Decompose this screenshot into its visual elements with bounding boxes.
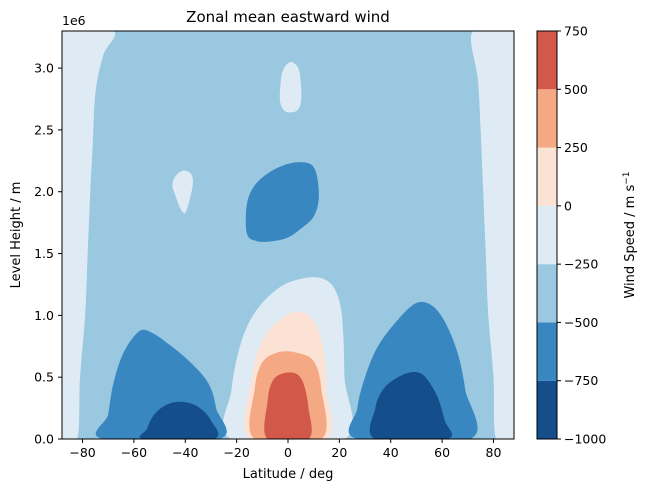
y-tick-label: 2.5	[34, 122, 54, 137]
y-tick-label: 0.0	[34, 432, 54, 447]
y-tick-label: 2.0	[34, 184, 54, 199]
x-tick-label: 60	[434, 445, 450, 460]
y-tick-label: 1.0	[34, 308, 54, 323]
colorbar-tick-label: 750	[564, 24, 588, 39]
colorbar-band	[537, 380, 557, 439]
colorbar: −1000 −750 −500 −250 0 250 500 750	[537, 24, 606, 447]
colorbar-label-superscript: −1	[622, 171, 632, 184]
colorbar-band	[537, 205, 557, 265]
colorbar-band	[537, 322, 557, 381]
contour-region-left-outer-band	[62, 31, 116, 439]
x-tick-label: 80	[486, 445, 502, 460]
contour-region-small-blob-left	[172, 170, 193, 214]
colorbar-band	[537, 89, 557, 148]
x-tick-label: 40	[383, 445, 399, 460]
x-axis: −80 −60 −40 −20 0 20 40 60 80	[69, 439, 501, 460]
y-tick-label: 1.5	[34, 246, 54, 261]
x-tick-label: 20	[331, 445, 347, 460]
contour-region-upper-blob	[245, 162, 319, 242]
contour-region-small-blob-top	[279, 61, 302, 113]
x-tick-label: 0	[284, 445, 292, 460]
colorbar-tick-label: −250	[564, 257, 598, 272]
colorbar-label-main: Wind Speed / m s	[623, 185, 638, 299]
colorbar-tick-label: −750	[564, 373, 598, 388]
colorbar-tick-label: −1000	[564, 432, 606, 447]
contour-region-equatorial-core-cell	[264, 372, 312, 439]
colorbar-label: Wind Speed / m s−1	[622, 171, 638, 298]
x-tick-label: −40	[172, 445, 198, 460]
colorbar-band	[537, 264, 557, 323]
colorbar-tick-label: 0	[564, 198, 572, 213]
x-tick-label: −20	[223, 445, 249, 460]
contour-region-southern-jet-core	[139, 401, 219, 439]
chart-title: Zonal mean eastward wind	[186, 8, 390, 26]
colorbar-band	[537, 31, 557, 90]
y-tick-label: 3.0	[34, 61, 54, 76]
colorbar-tick-label: 250	[564, 140, 588, 155]
colorbar-frame	[536, 30, 558, 440]
x-tick-label: −80	[69, 445, 95, 460]
y-axis-label: Level Height / m	[9, 182, 24, 289]
y-offset-label: 1e6	[62, 13, 86, 28]
x-axis-label: Latitude / deg	[243, 467, 334, 482]
contour-region-right-outer-band	[470, 31, 514, 439]
colorbar-tick-label: 500	[564, 82, 588, 97]
y-tick-label: 0.5	[34, 370, 54, 385]
contour-fill-layer	[62, 31, 514, 439]
colorbar-band	[537, 147, 557, 206]
y-axis: 0.0 0.5 1.0 1.5 2.0 2.5 3.0	[34, 61, 62, 447]
contour-region-northern-jet-core	[369, 372, 452, 439]
colorbar-tick-label: −500	[564, 315, 598, 330]
x-tick-label: −60	[121, 445, 147, 460]
